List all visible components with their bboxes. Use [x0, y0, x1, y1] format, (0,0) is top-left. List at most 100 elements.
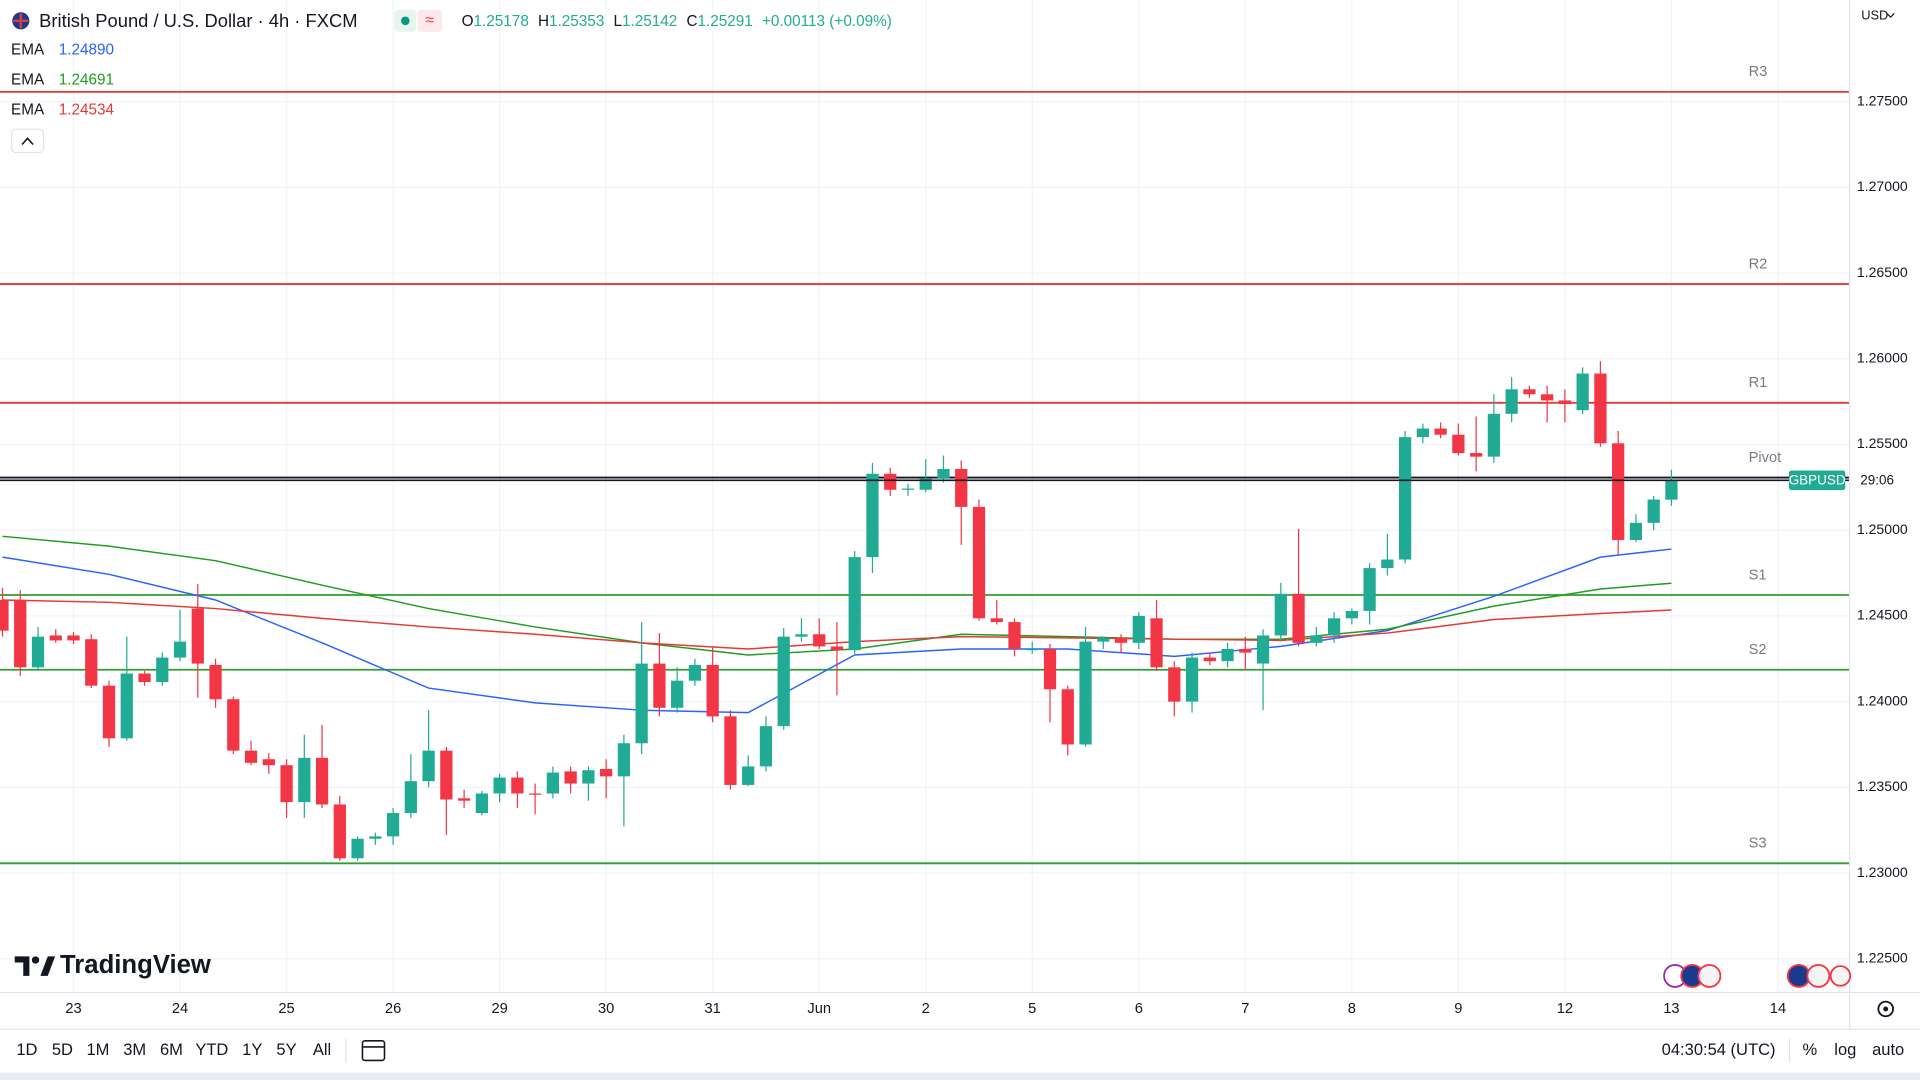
range-button[interactable]: 1M: [86, 1040, 109, 1059]
x-tick-label: 31: [705, 1001, 721, 1017]
candle-body: [546, 772, 560, 794]
candle-body: [1132, 615, 1145, 643]
candle-body: [795, 634, 808, 637]
data-delay-icon: ≈: [425, 12, 434, 29]
candle-body: [919, 478, 932, 490]
candle-body: [14, 599, 27, 668]
data-delay-badge[interactable]: [417, 9, 443, 32]
event-marker[interactable]: [1697, 963, 1722, 988]
x-tick-label: 25: [278, 1001, 294, 1017]
settings-center: [1883, 1006, 1889, 1012]
candle-body: [901, 488, 915, 490]
legend-collapse-button[interactable]: [11, 128, 45, 154]
x-tick-label: 9: [1454, 1001, 1462, 1017]
plot-area: R3 R2 R1 Pivot S1 S2 S3: [0, 64, 1849, 865]
settings-button[interactable]: [1877, 1000, 1894, 1018]
axis-currency[interactable]: USD: [1861, 7, 1888, 22]
candle-body: [85, 639, 98, 686]
ohlc-values: O1.25178 H1.25353 L1.25142 C1.25291 +0.0…: [462, 13, 892, 30]
event-marker[interactable]: [1829, 965, 1852, 987]
candle-body: [582, 770, 595, 784]
ohlc-label: C: [686, 13, 697, 30]
clock[interactable]: 04:30:54 (UTC): [1662, 1040, 1776, 1059]
candle-body: [848, 557, 861, 651]
range-button[interactable]: 1D: [16, 1040, 37, 1059]
candle-body: [1026, 648, 1039, 651]
candle-body: [280, 765, 293, 803]
event-marker[interactable]: [1806, 963, 1831, 988]
candle-body: [351, 838, 364, 859]
candle-body: [1043, 648, 1057, 690]
range-button[interactable]: 3M: [123, 1040, 146, 1059]
x-tick-label: 13: [1663, 1001, 1679, 1017]
candle-body: [1452, 434, 1465, 454]
indicator-legend: EMA 1.24890 EMA 1.24691 EMA 1.24534: [11, 41, 115, 118]
candle-body: [1292, 593, 1305, 643]
candle-body: [209, 664, 222, 700]
candle-body: [1327, 618, 1341, 636]
candle-body: [1239, 648, 1252, 653]
candle-body: [1381, 559, 1394, 569]
candle-body: [884, 473, 897, 490]
range-button[interactable]: YTD: [195, 1040, 228, 1059]
candle-body: [511, 777, 524, 794]
candle-body: [1505, 389, 1518, 414]
y-tick-label: 1.23000: [1857, 864, 1908, 880]
y-tick-label: 1.26000: [1857, 350, 1908, 366]
candle-body: [1558, 400, 1572, 405]
candle-body: [120, 673, 133, 739]
candle-body: [227, 699, 240, 751]
legend-name: EMA: [11, 41, 45, 58]
candle-body: [724, 716, 737, 785]
candle-body: [1008, 622, 1021, 649]
candle-body: [830, 646, 844, 651]
market-open-dot: [401, 16, 410, 26]
ohlc-change: +0.00113 (+0.09%): [762, 13, 892, 30]
candle-body: [1647, 499, 1660, 523]
legend-name: EMA: [11, 71, 45, 88]
y-tick-label: 1.24000: [1857, 692, 1908, 708]
auto-toggle[interactable]: auto: [1872, 1040, 1904, 1059]
candle-body: [1345, 610, 1358, 619]
logo-dot: [31, 956, 40, 964]
candle-body: [1434, 428, 1447, 435]
y-tick-label: 1.27000: [1857, 178, 1908, 194]
legend-value: 1.24890: [59, 41, 114, 58]
candle-body: [315, 757, 329, 805]
range-button[interactable]: 5Y: [276, 1040, 296, 1059]
candle-body: [777, 636, 790, 727]
pivot-label: S3: [1749, 836, 1767, 852]
range-button[interactable]: 6M: [160, 1040, 183, 1059]
x-tick-label: Jun: [807, 1001, 831, 1017]
legend-name: EMA: [11, 101, 45, 118]
x-tick-label: 23: [65, 1001, 81, 1017]
y-tick-label: 1.27500: [1857, 92, 1908, 108]
y-tick-label: 1.25000: [1857, 521, 1908, 537]
grid: [0, 0, 1849, 992]
x-tick-label: 14: [1770, 1001, 1786, 1017]
candle-body: [422, 750, 435, 782]
x-tick-label: 12: [1557, 1001, 1573, 1017]
range-button[interactable]: 5D: [52, 1040, 73, 1059]
x-tick-label: 2: [922, 1001, 930, 1017]
candle-body: [759, 726, 773, 767]
candle-body: [386, 813, 400, 837]
candle-body: [1594, 373, 1607, 444]
range-button[interactable]: 1Y: [242, 1040, 262, 1059]
candle-body: [1079, 641, 1092, 745]
candle-body: [262, 759, 275, 766]
range-button[interactable]: All: [313, 1040, 331, 1059]
percent-toggle[interactable]: %: [1802, 1040, 1817, 1059]
y-tick-label: 1.23500: [1857, 778, 1908, 794]
goto-date-button[interactable]: [361, 1040, 386, 1062]
candle-body: [1363, 568, 1376, 611]
candle-body: [298, 757, 311, 803]
candle-body: [102, 685, 116, 739]
symbol-flag-cross: [13, 13, 29, 29]
candle-body: [600, 768, 613, 777]
candle-body: [1203, 657, 1216, 662]
candle-body: [1061, 689, 1074, 745]
candle-body: [404, 781, 417, 814]
log-toggle[interactable]: log: [1834, 1040, 1856, 1059]
